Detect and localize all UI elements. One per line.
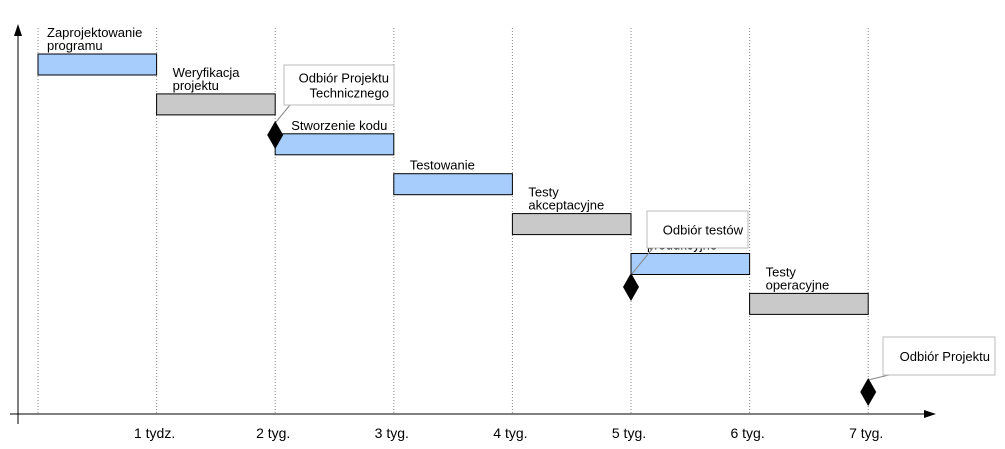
milestone-label: Technicznego [310, 86, 390, 101]
milestone-callout-line [630, 247, 654, 276]
milestone-diamond [267, 121, 284, 149]
task-label: Zaprojektowanie [47, 25, 142, 40]
milestone-diamond [860, 378, 877, 406]
task-bar [393, 173, 513, 196]
task-bar [156, 93, 276, 116]
task-label: Stworzenie kodu [291, 118, 387, 133]
task-label: Testy [528, 185, 559, 200]
task-label: programu [47, 38, 103, 53]
milestone-callout-line [274, 104, 291, 124]
task-bar [749, 292, 869, 315]
x-tick-label: 6 tyg. [730, 425, 764, 441]
task-bar [37, 53, 158, 76]
x-axis-arrow [924, 410, 936, 418]
x-tick-label: 2 tyg. [256, 425, 290, 441]
y-axis-arrow [14, 24, 22, 36]
milestone-note-box [882, 336, 996, 376]
x-tick-label: 3 tyg. [375, 425, 409, 441]
milestone-label: Odbiór Projektu [299, 71, 389, 86]
task-bar [630, 253, 751, 275]
x-tick-label: 5 tyg. [612, 425, 646, 441]
x-tick-labels: 1 tydz. 2 tyg. 3 tyg. 4 tyg. 5 tyg. 6 tyg. 7 t… [134, 425, 883, 441]
milestone-label: Odbiór testów [663, 223, 744, 238]
milestone-diamond [623, 273, 639, 301]
milestone-note-box [283, 64, 395, 106]
task-label: projektu [173, 78, 219, 93]
task-label: akceptacyjne [528, 198, 604, 213]
task-label: Weryfikacja [173, 65, 241, 80]
task-label: operacyjne [766, 277, 830, 292]
axes [10, 24, 936, 424]
grid-lines [37, 28, 869, 414]
task-bar [511, 213, 632, 236]
x-tick-label: 7 tyg. [849, 425, 883, 441]
task-label: Testy [766, 264, 797, 279]
milestone-label: Odbiór Projektu [900, 349, 990, 364]
milestone-note-box [646, 210, 749, 249]
x-tick-label: 4 tyg. [493, 425, 527, 441]
task-label: Testowanie [410, 158, 475, 173]
task-bar [274, 133, 395, 156]
milestone-callout-line [868, 374, 890, 381]
x-tick-label: 1 tydz. [134, 425, 175, 441]
